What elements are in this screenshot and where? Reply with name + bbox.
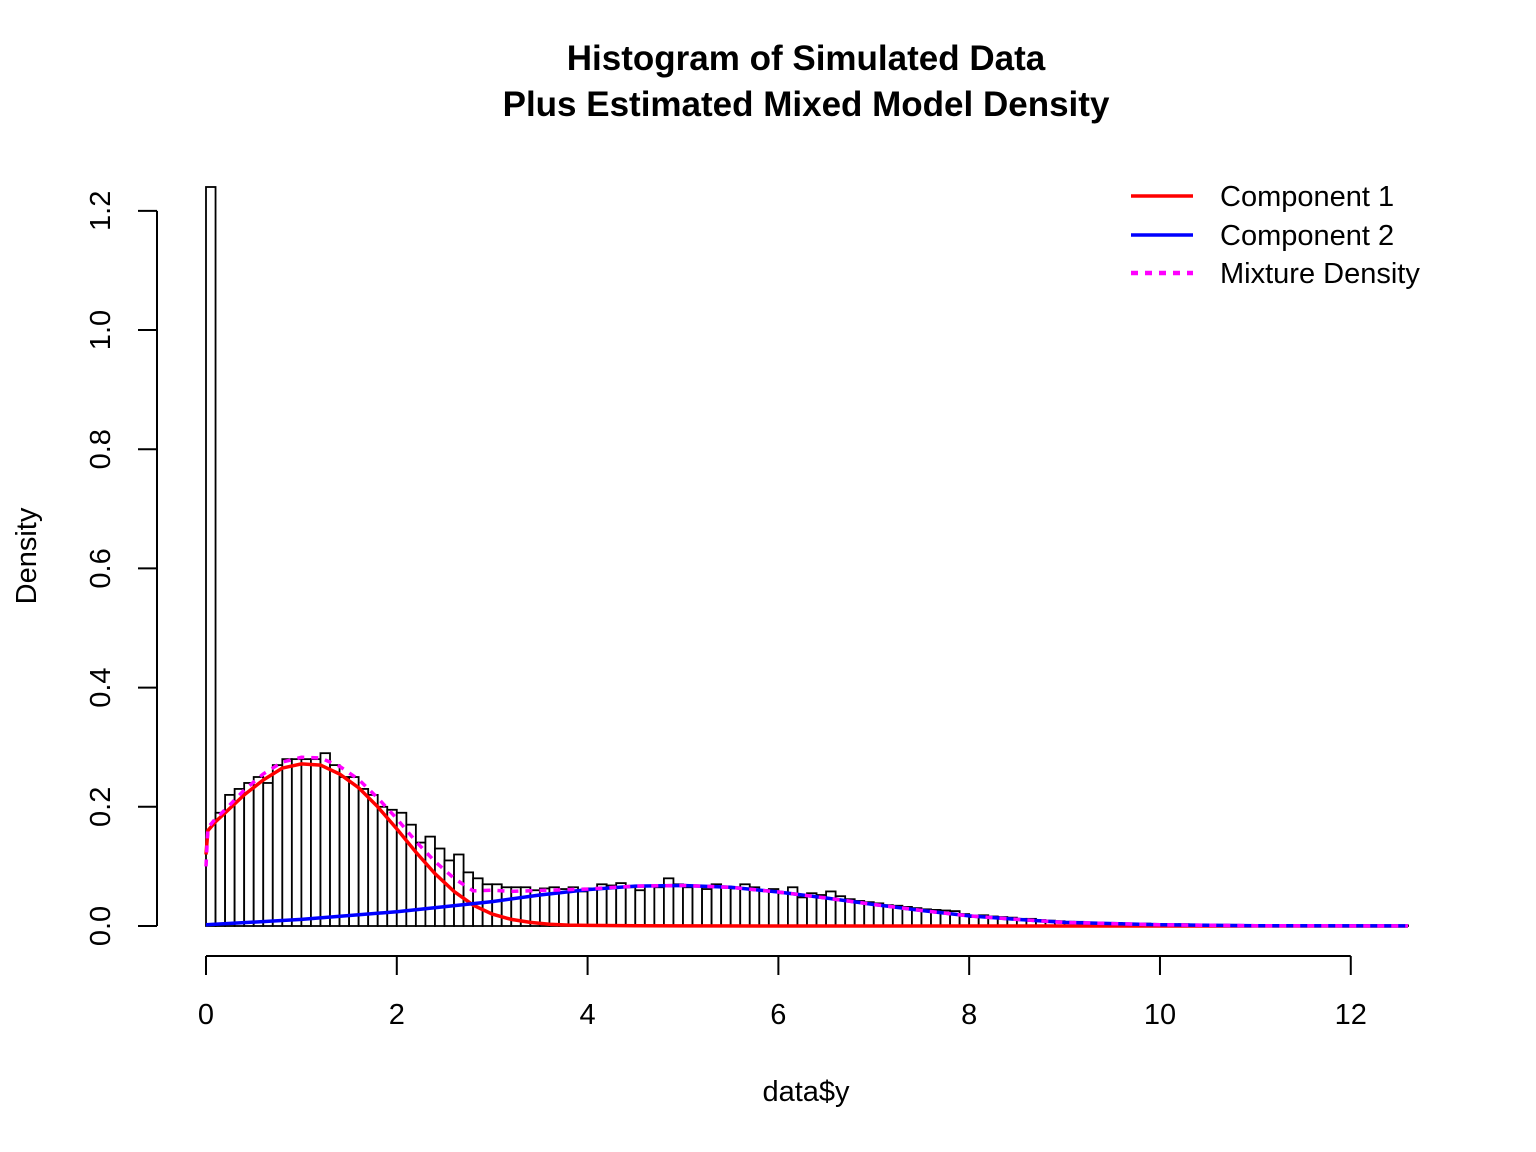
histogram-bar	[262, 782, 274, 927]
histogram-bar	[252, 776, 265, 927]
histogram-bar	[748, 886, 761, 927]
legend-label-1: Component 1	[1220, 181, 1394, 213]
legend: Component 1 Component 2 Mixture Density	[1131, 181, 1420, 290]
chart-title: Histogram of Simulated Data	[567, 39, 1046, 78]
histogram-bar	[710, 883, 723, 927]
series-line-3	[204, 755, 1409, 928]
histogram-bar	[224, 793, 236, 927]
histogram-bar	[615, 882, 627, 927]
histogram-bar	[691, 884, 703, 927]
histogram-bar	[634, 889, 646, 927]
histogram-bar	[682, 886, 694, 927]
histogram-bar	[720, 885, 732, 927]
y-tick-label: 0.6	[85, 548, 117, 588]
histogram-bar	[271, 764, 284, 927]
histogram-bar	[290, 758, 303, 927]
histogram-bar	[815, 894, 827, 927]
y-tick-label: 0.8	[85, 429, 117, 469]
histogram-bar	[701, 888, 713, 927]
histogram-bar	[777, 892, 789, 927]
histogram-bar	[653, 886, 665, 927]
x-tick-label: 2	[389, 999, 405, 1031]
x-axis: 0 2 4 6 8 10 12	[198, 955, 1367, 1031]
y-tick-label: 0.4	[85, 667, 117, 707]
x-tick-label: 8	[961, 999, 977, 1031]
histogram-bar	[300, 758, 312, 927]
x-tick-label: 12	[1335, 999, 1367, 1031]
x-tick-label: 4	[580, 999, 596, 1031]
y-axis-label: Density	[11, 507, 43, 604]
histogram-bar	[672, 883, 684, 927]
histogram-bar	[758, 889, 770, 927]
histogram-bar	[357, 788, 370, 927]
histogram-bar	[319, 752, 331, 927]
histogram-bar	[376, 805, 389, 927]
y-tick-label: 1.2	[85, 191, 117, 231]
histogram-bar	[367, 793, 379, 927]
histogram-bar	[586, 887, 599, 927]
x-tick-label: 0	[198, 999, 214, 1031]
histogram-bar	[424, 835, 436, 927]
histogram-bar	[329, 764, 341, 927]
histogram-bar	[643, 885, 656, 927]
histogram-bar	[214, 811, 226, 927]
chart-subtitle: Plus Estimated Mixed Model Density	[503, 85, 1110, 124]
y-tick-label: 0.0	[85, 906, 117, 946]
histogram-bar	[233, 788, 246, 927]
histogram-bar	[453, 853, 465, 927]
histogram-bar	[577, 890, 589, 927]
histogram-bar	[767, 888, 780, 927]
histogram-bar	[443, 859, 455, 927]
x-tick-label: 10	[1144, 999, 1176, 1031]
histogram-bar	[605, 884, 618, 927]
histogram-bar	[310, 758, 322, 927]
series-line-1	[204, 762, 1408, 928]
histogram-bar	[281, 758, 293, 927]
legend-label-2: Component 2	[1220, 220, 1394, 252]
histogram-bar	[558, 888, 570, 927]
histogram-bar	[243, 782, 255, 927]
y-axis: 0.0 0.2 0.4 0.6 0.8 1.0 1.2	[85, 191, 158, 946]
density-lines	[204, 755, 1409, 928]
histogram-bar	[729, 887, 742, 927]
legend-label-3: Mixture Density	[1220, 258, 1420, 290]
x-tick-label: 6	[770, 999, 786, 1031]
histogram-bar	[205, 186, 217, 927]
x-axis-label: data$y	[762, 1076, 850, 1108]
histogram-bar	[434, 847, 446, 927]
y-tick-label: 1.0	[85, 310, 117, 350]
histogram-bar	[338, 776, 350, 927]
histogram-bar	[348, 776, 360, 927]
histogram-bar	[624, 886, 637, 927]
y-tick-label: 0.2	[85, 787, 117, 827]
histogram-bar	[796, 896, 808, 927]
